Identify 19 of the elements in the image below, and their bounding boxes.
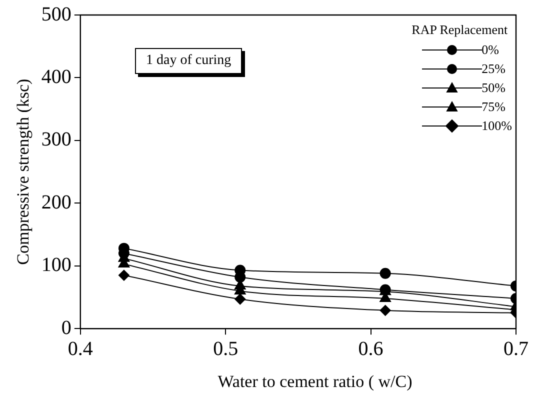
legend-title: RAP Replacement	[412, 22, 509, 38]
y-tick-label: 500	[41, 3, 72, 26]
legend-label: 0%	[482, 42, 499, 58]
y-tick-label: 400	[41, 66, 72, 88]
x-tick-label: 0.4	[68, 338, 93, 360]
legend-label: 25%	[482, 60, 506, 76]
annotation: 1 day of curing	[135, 48, 242, 74]
x-axis-title: Water to cement ratio ( w/C)	[216, 372, 414, 392]
legend-label: 50%	[482, 80, 506, 96]
x-tick-label: 0.6	[358, 338, 384, 360]
y-axis-title: Compressive strength (ksc)	[14, 78, 33, 265]
legend-label: 100%	[482, 118, 512, 134]
y-tick-label: 200	[41, 191, 72, 214]
x-tick-label: 0.5	[213, 338, 238, 360]
legend-label: 75%	[482, 98, 506, 114]
y-tick-label: 100	[41, 254, 72, 276]
y-tick-label: 300	[41, 128, 72, 151]
y-tick-label: 0	[61, 316, 72, 339]
x-tick-label: 0.7	[504, 338, 528, 360]
